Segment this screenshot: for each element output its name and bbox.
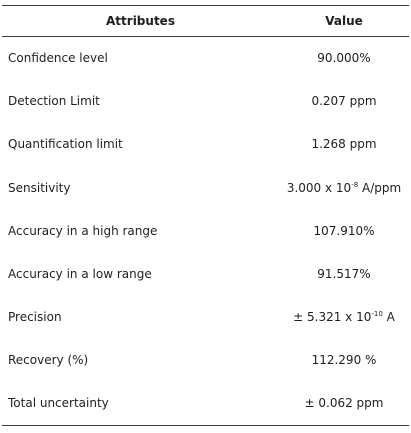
value-cell: 1.268 ppm — [311, 137, 377, 152]
attribute-cell: Precision — [8, 310, 62, 325]
table-row: Confidence level 90.000% — [2, 37, 409, 80]
value-cell: 91.517% — [317, 267, 371, 282]
table-row: Accuracy in a high range 107.910% — [2, 209, 409, 252]
attributes-column-header: Attributes — [2, 5, 279, 37]
attributes-table: Attributes Value Confidence level 90.000… — [2, 5, 409, 426]
table-header: Attributes Value — [2, 5, 409, 37]
value-exponent: -10 — [371, 310, 383, 319]
attribute-cell: Accuracy in a high range — [8, 223, 158, 238]
attribute-cell: Confidence level — [8, 51, 108, 66]
value-column-header: Value — [279, 5, 409, 37]
value-base: 3.000 x 10 — [286, 180, 352, 195]
table-row: Total uncertainty ± 0.062 ppm — [2, 382, 409, 426]
attribute-cell: Detection Limit — [8, 94, 100, 109]
attribute-cell: Quantification limit — [8, 137, 123, 152]
table-row: Detection Limit 0.207 ppm — [2, 80, 409, 123]
table-body: Confidence level 90.000% Detection Limit… — [2, 37, 409, 426]
value-cell: 112.290 % — [311, 353, 377, 368]
attribute-cell: Recovery (%) — [8, 353, 89, 368]
header-row: Attributes Value — [2, 5, 409, 37]
attribute-cell: Sensitivity — [8, 180, 71, 195]
table-row: Recovery (%) 112.290 % — [2, 339, 409, 382]
value-cell: 0.207 ppm — [311, 94, 377, 109]
table-row: Quantification limit 1.268 ppm — [2, 123, 409, 166]
value-cell: ± 5.321 x 10-10 A — [279, 296, 409, 339]
value-cell: 90.000% — [317, 51, 371, 66]
value-unit: A — [382, 310, 395, 325]
table-row: Accuracy in a low range 91.517% — [2, 252, 409, 295]
attribute-cell: Total uncertainty — [2, 382, 279, 426]
value-cell: 107.910% — [313, 223, 375, 238]
attributes-table-container: Attributes Value Confidence level 90.000… — [2, 5, 409, 426]
value-cell: 3.000 x 10-8 A/ppm — [279, 166, 409, 209]
value-unit: A/ppm — [358, 180, 402, 195]
attribute-cell: Accuracy in a low range — [8, 267, 152, 282]
value-cell: ± 0.062 ppm — [279, 382, 409, 426]
table-row: Sensitivity 3.000 x 10-8 A/ppm — [2, 166, 409, 209]
value-exponent: -8 — [351, 180, 359, 189]
value-base: ± 5.321 x 10 — [293, 310, 372, 325]
table-row: Precision ± 5.321 x 10-10 A — [2, 296, 409, 339]
